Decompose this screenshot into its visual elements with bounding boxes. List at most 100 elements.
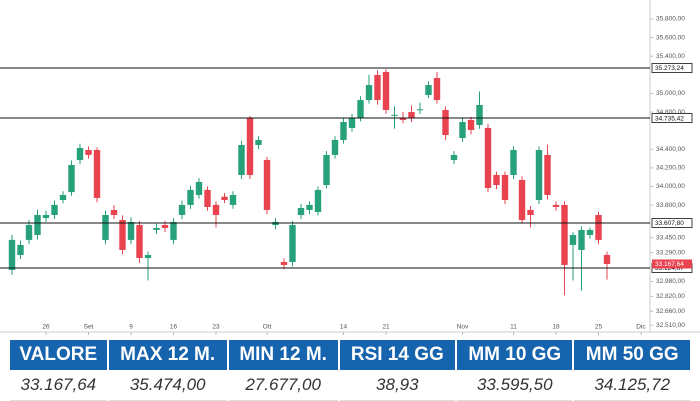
candle-body bbox=[136, 225, 143, 258]
candle-body bbox=[340, 121, 347, 140]
candle-body bbox=[85, 150, 92, 155]
candle-body bbox=[348, 117, 356, 128]
value-row: 33.167,64 35.474,00 27.677,00 38,93 33.595,5… bbox=[10, 370, 690, 401]
stat-value: 34.125,72 bbox=[574, 370, 690, 401]
column-header: VALORE bbox=[10, 340, 107, 370]
candle-body bbox=[238, 144, 245, 175]
y-tick-label: 34.800,00 bbox=[656, 109, 685, 116]
y-tick-label: 35.800,00 bbox=[656, 16, 685, 23]
y-tick-label: 35.000,00 bbox=[656, 90, 685, 97]
candle-body bbox=[416, 109, 424, 111]
candle-body bbox=[255, 139, 262, 145]
y-tick-label: 35.600,00 bbox=[656, 34, 685, 41]
candle-body bbox=[34, 214, 41, 235]
candle-body bbox=[433, 77, 441, 101]
candle-body bbox=[314, 189, 322, 213]
level-label-box bbox=[651, 63, 693, 73]
stat-value: 33.167,64 bbox=[10, 370, 107, 401]
stat-value: 27.677,00 bbox=[228, 370, 338, 401]
column-header: MAX 12 M. bbox=[108, 340, 227, 370]
candle-body bbox=[76, 147, 84, 160]
candle-body bbox=[51, 204, 58, 215]
candle-body bbox=[42, 214, 50, 218]
level-label: 35.273,24 bbox=[655, 65, 684, 72]
last-price-box bbox=[652, 259, 692, 269]
candle-body bbox=[110, 209, 118, 215]
y-tick-label: 34.200,00 bbox=[656, 165, 685, 172]
y-tick-label: 32.980,00 bbox=[656, 278, 685, 285]
candle-body bbox=[204, 189, 211, 207]
candle-body bbox=[569, 234, 577, 245]
candle-body bbox=[297, 208, 305, 215]
candle-body bbox=[374, 74, 381, 101]
candle-body bbox=[578, 229, 585, 250]
x-tick-label: Set bbox=[84, 324, 94, 331]
candle-body bbox=[493, 174, 500, 186]
last-price-label: 33.167,64 bbox=[655, 261, 684, 268]
x-tick-label: 18 bbox=[552, 324, 560, 331]
stat-value: 35.474,00 bbox=[108, 370, 227, 401]
y-tick-label: 32.510,00 bbox=[656, 322, 685, 329]
header-row: VALORE MAX 12 M. MIN 12 M. RSI 14 GG MM 10 G… bbox=[10, 340, 690, 370]
column-header: MM 50 GG bbox=[574, 340, 690, 370]
stats-table: VALORE MAX 12 M. MIN 12 M. RSI 14 GG MM 10 G… bbox=[8, 340, 692, 401]
column-header: RSI 14 GG bbox=[339, 340, 456, 370]
candle-body bbox=[306, 204, 313, 210]
candle-body bbox=[68, 165, 75, 193]
candle-body bbox=[365, 85, 373, 101]
chart: 35.800,00 35.600,00 35.400,00 35.000,00 34.8… bbox=[0, 0, 700, 335]
column-header: MM 10 GG bbox=[457, 340, 573, 370]
level-label: 33.124,67 bbox=[655, 265, 684, 272]
candle-body bbox=[561, 204, 568, 265]
candle-body bbox=[544, 154, 551, 195]
y-tick-label: 33.800,00 bbox=[656, 202, 685, 209]
candle-body bbox=[187, 189, 194, 205]
x-tick-label: 25 bbox=[595, 324, 603, 331]
candle-body bbox=[357, 100, 364, 118]
y-tick-label: 33.290,00 bbox=[656, 249, 685, 256]
candle-body bbox=[331, 139, 339, 155]
candle-body bbox=[586, 229, 594, 235]
candle-body bbox=[552, 204, 560, 207]
x-tick-label: 23 bbox=[212, 324, 220, 331]
candle-body bbox=[212, 204, 220, 215]
y-tick-label: 32.820,00 bbox=[656, 293, 685, 300]
candle-body bbox=[459, 121, 466, 139]
level-label: 33.607,80 bbox=[655, 220, 684, 227]
x-tick-label: 11 bbox=[510, 324, 517, 331]
candle-body bbox=[246, 117, 254, 175]
level-label-box bbox=[651, 218, 693, 228]
candle-body bbox=[510, 150, 517, 175]
level-label-box bbox=[651, 113, 693, 123]
candle-body bbox=[476, 104, 483, 125]
candle-body bbox=[382, 72, 390, 110]
candle-body bbox=[323, 154, 330, 186]
candle-body bbox=[527, 209, 534, 215]
candle-body bbox=[467, 119, 475, 131]
y-tick-label: 33.450,00 bbox=[656, 234, 685, 241]
candle-body bbox=[153, 228, 160, 230]
x-tick-label: 26 bbox=[42, 324, 50, 331]
y-tick-label: 32.660,00 bbox=[656, 308, 685, 315]
candle-body bbox=[221, 196, 228, 200]
candle-body bbox=[280, 261, 288, 265]
x-tick-label: Ott bbox=[263, 324, 272, 331]
y-tick-label: 34.000,00 bbox=[656, 183, 685, 190]
x-tick-label: 14 bbox=[340, 324, 348, 331]
candle-body bbox=[93, 150, 101, 198]
level-label: 34.735,42 bbox=[655, 115, 684, 122]
candle-body bbox=[17, 244, 24, 256]
candle-body bbox=[289, 225, 296, 262]
candle-body bbox=[501, 174, 509, 200]
candle-body bbox=[450, 154, 458, 160]
candle-body bbox=[178, 204, 186, 215]
candle-body bbox=[518, 179, 526, 221]
candle-body bbox=[144, 255, 152, 258]
candle-body bbox=[595, 214, 602, 240]
candle-body bbox=[229, 194, 237, 205]
x-tick-label: 21 bbox=[382, 324, 390, 331]
candle-body bbox=[425, 85, 432, 96]
x-tick-label: 16 bbox=[170, 324, 178, 331]
candle-body bbox=[161, 225, 169, 229]
